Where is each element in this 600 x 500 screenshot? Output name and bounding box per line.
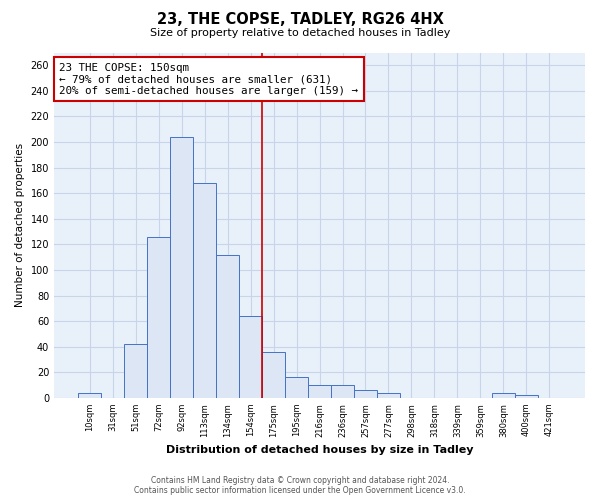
Bar [308, 385, 331, 398]
Text: 23 THE COPSE: 150sqm
← 79% of detached houses are smaller (631)
20% of semi-deta: 23 THE COPSE: 150sqm ← 79% of detached h… [59, 63, 358, 96]
X-axis label: Distribution of detached houses by size in Tadley: Distribution of detached houses by size … [166, 445, 473, 455]
Bar [147, 236, 170, 398]
Bar [216, 254, 239, 398]
Bar [285, 378, 308, 398]
Bar [262, 352, 285, 398]
Text: Size of property relative to detached houses in Tadley: Size of property relative to detached ho… [150, 28, 450, 38]
Bar [515, 396, 538, 398]
Bar [78, 393, 101, 398]
Y-axis label: Number of detached properties: Number of detached properties [15, 143, 25, 308]
Text: 23, THE COPSE, TADLEY, RG26 4HX: 23, THE COPSE, TADLEY, RG26 4HX [157, 12, 443, 28]
Bar [354, 390, 377, 398]
Bar [170, 137, 193, 398]
Bar [492, 393, 515, 398]
Text: Contains HM Land Registry data © Crown copyright and database right 2024.
Contai: Contains HM Land Registry data © Crown c… [134, 476, 466, 495]
Bar [331, 385, 354, 398]
Bar [124, 344, 147, 398]
Bar [239, 316, 262, 398]
Bar [193, 183, 216, 398]
Bar [377, 393, 400, 398]
